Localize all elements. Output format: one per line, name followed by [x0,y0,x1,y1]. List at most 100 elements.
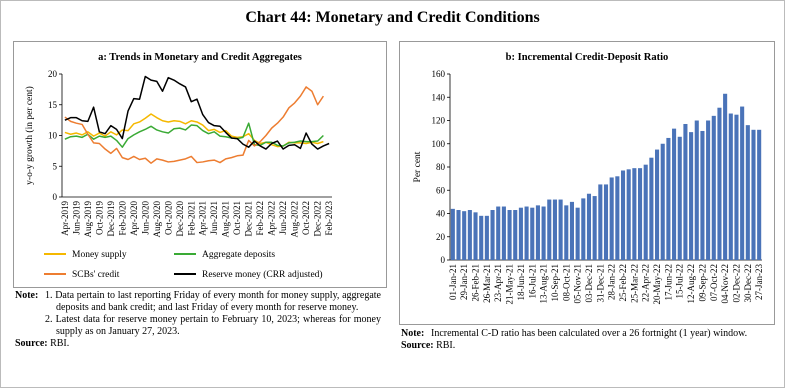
y-tick-label: 20 [48,69,58,79]
note-items: Incremental C-D ratio has been calculate… [431,328,747,340]
bar [592,196,597,260]
bar [666,137,671,260]
y-tick-label: 80 [436,162,446,172]
bar [728,113,733,261]
note-label: Note: [15,290,39,301]
x-tick-label: Oct-2021 [232,201,242,235]
source: Source: RBI. [15,338,381,350]
note-text: 1. Data pertain to last reporting Friday… [45,290,381,313]
bar [706,120,711,260]
x-tick-label: Apr-2020 [129,201,139,236]
x-tick-label: 23-Apr-21 [493,264,503,302]
bar [598,184,603,260]
y-axis-label: y-o-y growth (in per cent) [24,86,35,185]
bar [541,206,546,260]
x-tick-label: 28-Jan-22 [607,264,617,300]
x-tick-label: Apr-2021 [198,201,208,236]
series-line [64,86,325,164]
x-tick-label: Aug-2019 [83,201,93,238]
bar [535,205,540,260]
bar [564,205,569,260]
note-items: 1. Data pertain to last reporting Friday… [45,290,381,338]
bar [700,130,705,260]
x-tick-label: 31-Dec-21 [595,264,605,302]
x-tick-label: Dec-2020 [175,201,185,237]
x-tick-label: 21-May-21 [505,264,515,305]
source-label: Source: [15,338,48,349]
bar [683,123,688,260]
bar [655,149,660,260]
main-title: Chart 44: Monetary and Credit Conditions [245,9,540,26]
bar [689,132,694,260]
bar [513,210,518,260]
bar [490,210,495,260]
x-tick-label: 25-Feb-22 [618,264,628,302]
y-axis-label: Per cent [413,151,423,182]
bar [581,198,586,260]
x-tick-label: 25-Mar-22 [629,264,639,303]
x-tick-label: 02-Dec-22 [731,264,741,302]
bar [501,206,506,260]
y-tick-label: 160 [432,69,446,79]
bar [745,125,750,261]
x-tick-label: Feb-2021 [186,201,196,236]
y-tick-label: 10 [48,131,58,141]
bar [456,210,461,260]
x-tick-label: 10-Sep-21 [550,264,560,302]
bar [757,129,762,260]
x-tick-label: Dec-2022 [313,201,323,237]
x-tick-label: Jun-2021 [209,201,219,235]
x-tick-label: 29-Jan-21 [459,264,469,300]
legend-label: Reserve money (CRR adjusted) [202,269,323,280]
bar [740,106,745,260]
note-row: Note: 1. Data pertain to last reporting F… [15,290,381,338]
bar [609,177,614,260]
chart-title: b: Incremental Credit-Deposit Ratio [506,52,669,63]
x-tick-label: 15-Jul-22 [675,264,685,299]
bar [473,212,478,260]
bar [479,215,484,260]
chart-title: a: Trends in Monetary and Credit Aggrega… [98,52,302,63]
x-tick-label: 27-Jan-23 [754,264,764,300]
bar [632,168,637,260]
legend-label: Money supply [72,250,127,260]
x-tick-label: Feb-2020 [117,201,127,236]
y-tick-label: 140 [432,92,446,102]
bar [467,210,472,260]
bar [575,207,580,260]
source-text: RBI. [436,340,456,351]
notes: Note: 1. Data pertain to last reporting F… [15,290,381,350]
x-tick-label: Jun-2020 [140,201,150,235]
x-tick-label: Apr-2019 [60,201,70,236]
bar [643,164,648,260]
x-tick-label: 09-Sep-22 [697,264,707,302]
bar [558,199,563,260]
note-text: 2. Latest data for reserve money pertain… [45,314,381,337]
notes: Note: Incremental C-D ratio has been calc… [401,328,771,352]
x-tick-label: Dec-2019 [106,201,116,237]
x-tick-label: 08-Oct-21 [561,264,571,301]
bar [734,114,739,260]
x-tick-label: 07-Oct-22 [709,264,719,301]
x-tick-label: 03-Dec-21 [584,264,594,302]
y-tick-label: 60 [436,185,446,195]
bar [626,169,631,260]
bar [518,207,523,260]
bar [620,170,626,260]
y-tick-label: 100 [432,139,446,149]
y-tick-label: 15 [48,100,58,110]
bar [660,143,665,260]
x-tick-label: Aug-2021 [221,201,231,238]
legend-label: Aggregate deposits [202,250,275,260]
y-tick-label: 20 [436,232,446,242]
bar [524,206,529,260]
x-tick-label: 22-Apr-22 [641,264,651,302]
x-tick-label: Aug-2020 [152,201,162,238]
bar [603,184,609,260]
x-tick-label: Jun-2019 [71,201,81,235]
bar [672,128,677,260]
x-tick-label: 04-Nov-22 [720,264,730,304]
x-tick-label: 01-Jan-21 [448,264,458,300]
x-tick-label: Jun-2022 [278,201,288,235]
